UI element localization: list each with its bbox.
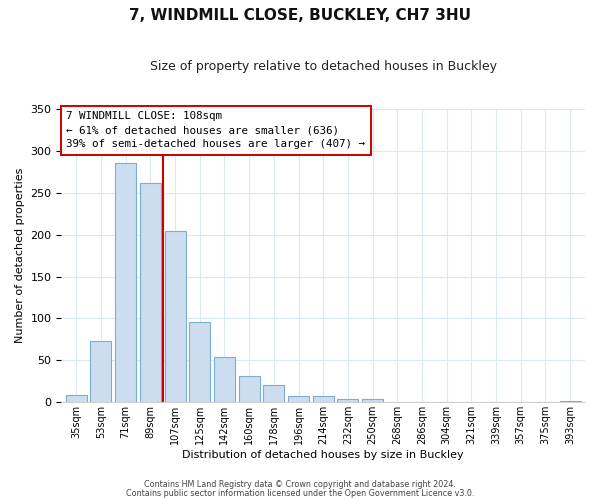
Bar <box>362 399 383 402</box>
Bar <box>189 322 210 402</box>
Text: 7, WINDMILL CLOSE, BUCKLEY, CH7 3HU: 7, WINDMILL CLOSE, BUCKLEY, CH7 3HU <box>129 8 471 22</box>
Text: Contains public sector information licensed under the Open Government Licence v3: Contains public sector information licen… <box>126 488 474 498</box>
Bar <box>239 376 260 402</box>
Bar <box>337 399 358 402</box>
Bar <box>164 232 185 402</box>
Bar <box>560 400 581 402</box>
Text: 7 WINDMILL CLOSE: 108sqm
← 61% of detached houses are smaller (636)
39% of semi-: 7 WINDMILL CLOSE: 108sqm ← 61% of detach… <box>67 112 365 150</box>
Bar <box>115 164 136 402</box>
Text: Contains HM Land Registry data © Crown copyright and database right 2024.: Contains HM Land Registry data © Crown c… <box>144 480 456 489</box>
Bar <box>91 341 112 402</box>
Bar <box>288 396 309 402</box>
Bar <box>263 384 284 402</box>
Title: Size of property relative to detached houses in Buckley: Size of property relative to detached ho… <box>150 60 497 73</box>
Bar <box>214 357 235 403</box>
Bar <box>66 394 87 402</box>
Y-axis label: Number of detached properties: Number of detached properties <box>15 168 25 344</box>
Bar <box>140 184 161 402</box>
X-axis label: Distribution of detached houses by size in Buckley: Distribution of detached houses by size … <box>182 450 464 460</box>
Bar <box>313 396 334 402</box>
